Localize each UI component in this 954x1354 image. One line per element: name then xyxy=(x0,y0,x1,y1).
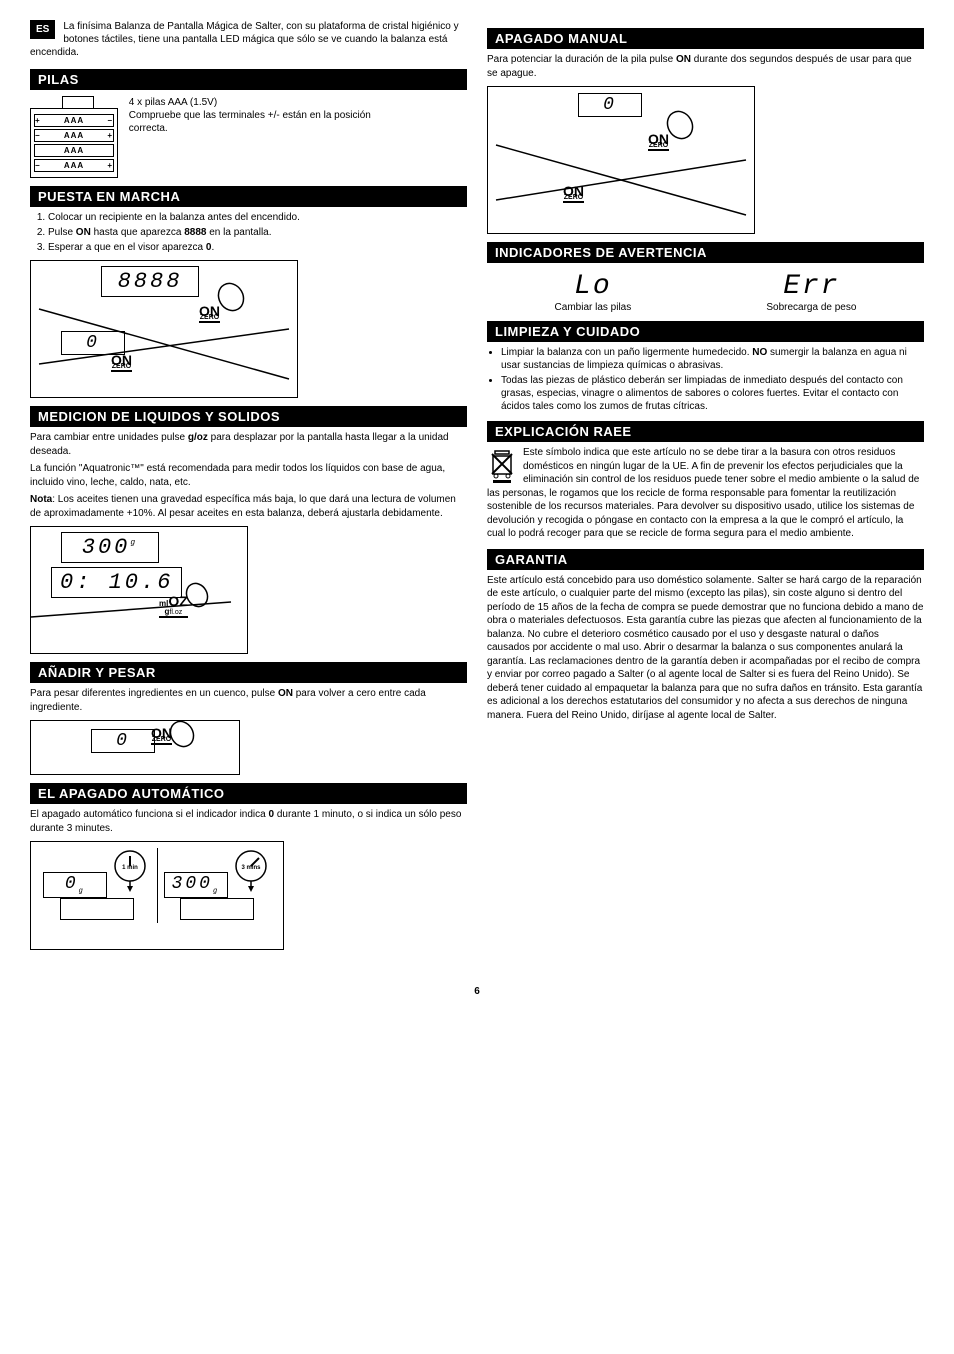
svg-text:3 mins: 3 mins xyxy=(241,865,261,871)
on-button: ON ZERO xyxy=(648,133,669,151)
autooff-diagram: 0g 1 min 300g 3 mins xyxy=(30,841,284,950)
lcd-8888: 8888 xyxy=(101,266,199,297)
lang-tag: ES xyxy=(30,20,55,39)
finger-icon xyxy=(175,727,203,755)
medicion-header: MEDICION DE LIQUIDOS Y SOLIDOS xyxy=(30,406,467,427)
on-button: ON ZERO xyxy=(563,185,584,203)
medicion-diagram: 300g 0: 10.6 mlOZ gfl.oz xyxy=(30,526,248,654)
puesta-steps: Colocar un recipiente en la balanza ante… xyxy=(30,211,467,254)
battery-text: 4 x pilas AAA (1.5V) Compruebe que las t… xyxy=(129,96,409,135)
pilas-header: PILAS xyxy=(30,69,467,90)
lcd-300: 300g xyxy=(61,532,159,563)
lcd-blank xyxy=(180,898,254,920)
manualoff-text: Para potenciar la duración de la pila pu… xyxy=(487,53,924,80)
limpieza-header: LIMPIEZA Y CUIDADO xyxy=(487,321,924,342)
battery-row: −AAA+ xyxy=(34,159,114,172)
garantia-text: Este artículo está concebido para uso do… xyxy=(487,574,924,723)
finger-icon xyxy=(191,589,216,614)
raee-text: Este símbolo indica que este artículo no… xyxy=(487,446,924,541)
medicion-p3: Nota: Los aceites tienen una gravedad es… xyxy=(30,493,467,520)
list-item: Limpiar la balanza con un paño ligerment… xyxy=(501,346,924,372)
on-button: ON ZERO xyxy=(151,727,172,745)
intro-text: La finísima Balanza de Pantalla Mágica d… xyxy=(30,20,467,59)
weee-icon xyxy=(487,446,517,484)
anadir-diagram: 0 ON ZERO xyxy=(30,720,240,775)
clock-icon: 3 mins xyxy=(231,848,271,888)
puesta-header: PUESTA EN MARCHA xyxy=(30,186,467,207)
svg-text:1 min: 1 min xyxy=(122,865,138,871)
lcd-0: 0 xyxy=(578,93,642,117)
battery-row: −AAA+ xyxy=(34,129,114,142)
autooff-header: EL APAGADO AUTOMÁTICO xyxy=(30,783,467,804)
page-number: 6 xyxy=(30,986,924,997)
puesta-diagram: 8888 ON ZERO 0 ON ZERO xyxy=(30,260,298,398)
clock-icon: 1 min xyxy=(110,848,150,888)
manualoff-header: APAGADO MANUAL xyxy=(487,28,924,49)
autooff-text: El apagado automático funciona si el ind… xyxy=(30,808,467,835)
list-item: Todas las piezas de plástico deberán ser… xyxy=(501,374,924,413)
goz-button: mlOZ gfl.oz xyxy=(159,595,188,618)
lcd-0: 0g xyxy=(43,872,107,898)
lcd-300: 300g xyxy=(164,872,228,898)
battery-row: AAA xyxy=(34,144,114,157)
lcd-0: 0 xyxy=(91,729,155,753)
medicion-p2: La función "Aquatronic™" está recomendad… xyxy=(30,462,467,489)
step: Esperar a que en el visor aparezca 0. xyxy=(48,241,467,254)
manualoff-diagram: 0 ON ZERO ON ZERO xyxy=(487,86,755,234)
limpieza-list: Limpiar la balanza con un paño ligerment… xyxy=(487,346,924,413)
finger-icon xyxy=(672,117,702,147)
indicators-header: INDICADORES DE AVERTENCIA xyxy=(487,242,924,263)
anadir-text: Para pesar diferentes ingredientes en un… xyxy=(30,687,467,714)
garantia-header: GARANTIA xyxy=(487,549,924,570)
battery-row: +AAA− xyxy=(34,114,114,127)
battery-diagram: +AAA− −AAA+ AAA −AAA+ 4 x pilas AAA (1.5… xyxy=(30,96,467,178)
intro-block: ES La finísima Balanza de Pantalla Mágic… xyxy=(30,20,467,59)
anadir-header: AÑADIR Y PESAR xyxy=(30,662,467,683)
err-label: Sobrecarga de peso xyxy=(766,302,856,313)
step: Colocar un recipiente en la balanza ante… xyxy=(48,211,467,224)
on-button: ON ZERO xyxy=(111,354,132,372)
lcd-blank xyxy=(60,898,134,920)
finger-icon xyxy=(223,289,253,319)
step: Pulse ON hasta que aparezca 8888 en la p… xyxy=(48,226,467,239)
on-button: ON ZERO xyxy=(199,305,220,323)
lo-indicator: Lo xyxy=(555,271,632,302)
lo-label: Cambiar las pilas xyxy=(555,302,632,313)
medicion-p1: Para cambiar entre unidades pulse g/oz p… xyxy=(30,431,467,458)
raee-header: EXPLICACIÓN RAEE xyxy=(487,421,924,442)
err-indicator: Err xyxy=(766,271,856,302)
indicator-row: Lo Cambiar las pilas Err Sobrecarga de p… xyxy=(487,271,924,313)
